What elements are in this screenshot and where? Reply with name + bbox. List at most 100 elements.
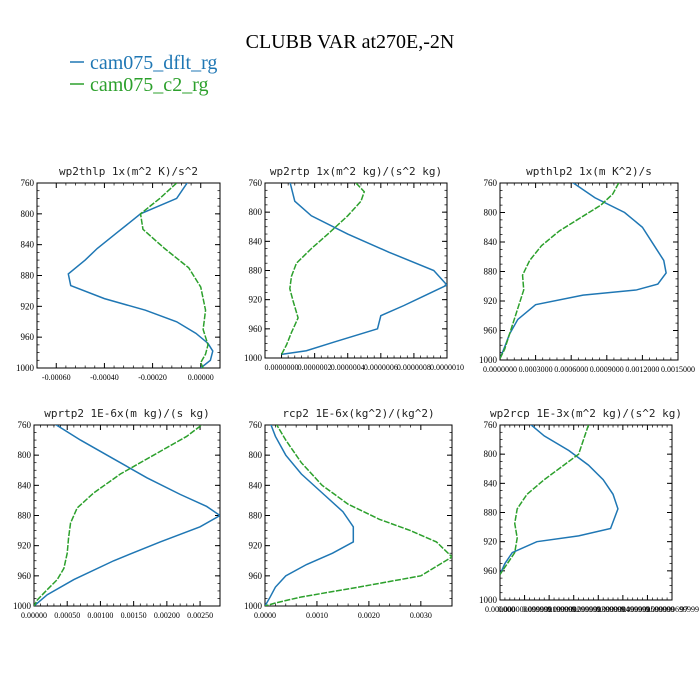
- y-tick-label: 800: [484, 208, 498, 218]
- panel-title: wpthlp2 1x(m K^2)/s: [526, 165, 652, 178]
- series-line-dflt: [265, 425, 355, 606]
- x-tick-label: 0.0000008: [397, 363, 431, 372]
- panel-title: wp2rcp 1E-3x(m^2 kg)/(s^2 kg): [490, 407, 682, 420]
- panel-3: wpthlp2 1x(m K^2)/s 760 800 840 880 920 960 100…: [479, 165, 695, 374]
- panel-frame: [264, 424, 453, 607]
- x-tick-label: 0.000000099999: [498, 605, 552, 614]
- x-tick-label-tail: 97: [680, 605, 688, 614]
- y-tick-label: 800: [249, 450, 263, 460]
- x-tick-label: 0.0009000: [590, 365, 624, 374]
- panel-frame: [33, 424, 221, 607]
- x-tick-label: 0.0003000: [519, 365, 553, 374]
- panel-6: wp2rcp 1E-3x(m^2 kg)/(s^2 kg)760 800 840 88…: [479, 407, 699, 614]
- x-tick-label: -0.00060: [42, 373, 71, 382]
- x-tick-label: 0.0012000: [625, 365, 659, 374]
- legend-entry-dflt: cam075_dflt_rg: [70, 52, 217, 74]
- x-tick-label: 0.0000004: [331, 363, 365, 372]
- y-tick-label: 960: [18, 571, 32, 581]
- x-tick-label: -0.00040: [90, 373, 119, 382]
- x-tick-label: 0.000000299999: [547, 605, 601, 614]
- y-tick-label: 960: [484, 326, 498, 336]
- y-tick-label: 1000: [479, 355, 498, 365]
- x-tick-label: 0.0015000: [661, 365, 695, 374]
- y-tick-label: 880: [484, 267, 498, 277]
- series-line-c2: [139, 183, 209, 368]
- x-tick-label: 0.000000399999: [571, 605, 625, 614]
- panel-4: wprtp2 1E-6x(m kg)/(s kg) 760 800 840 880 920…: [13, 407, 221, 620]
- y-tick-label: 800: [18, 450, 32, 460]
- x-tick-label: 0.0020: [358, 611, 380, 620]
- y-tick-label: 920: [18, 541, 32, 551]
- x-tick-label: 0.00250: [187, 611, 213, 620]
- y-tick-label: 760: [18, 420, 32, 430]
- legend-label-c2: cam075_c2_rg: [90, 74, 209, 96]
- y-tick-label: 1000: [13, 601, 32, 611]
- y-tick-label: 920: [21, 301, 35, 311]
- panels: wp2thlp 1x(m^2 K)/s^2 760 800 840 880 920 960 1…: [13, 165, 699, 620]
- x-tick-label: 0.000000199999: [522, 605, 576, 614]
- y-tick-label: 1000: [244, 601, 263, 611]
- panel-frame: [499, 182, 679, 361]
- y-tick-label: 760: [249, 178, 263, 188]
- y-tick-label: 920: [249, 541, 263, 551]
- x-tick-label: 0.0000: [254, 611, 276, 620]
- x-tick-label: 0.0000006: [364, 363, 398, 372]
- y-tick-label: 840: [249, 480, 263, 490]
- x-tick-label: 0.00100: [87, 611, 113, 620]
- panel-5: rcp2 1E-6x(kg^2)/(kg^2) 760 800 840 880 920 96…: [244, 407, 453, 620]
- y-tick-label: 840: [484, 478, 498, 488]
- y-tick-label: 1000: [244, 353, 263, 363]
- y-tick-label: 760: [484, 420, 498, 430]
- y-tick-label: 1000: [16, 363, 35, 373]
- y-tick-label: 840: [484, 237, 498, 247]
- x-tick-label: 0.0000000: [265, 363, 299, 372]
- x-tick-label: 0.0000000: [483, 365, 517, 374]
- series-line-dflt: [500, 425, 619, 575]
- y-tick-label: 920: [484, 537, 498, 547]
- series-line-dflt: [67, 183, 214, 368]
- panel-title: wprtp2 1E-6x(m kg)/(s kg): [44, 407, 210, 420]
- series-line-dflt: [281, 183, 447, 356]
- series-line-dflt: [500, 183, 667, 359]
- y-tick-label: 880: [249, 511, 263, 521]
- legend-label-dflt: cam075_dflt_rg: [90, 52, 217, 74]
- series-line-c2: [34, 425, 203, 606]
- y-tick-label: 840: [249, 236, 263, 246]
- series-line-dflt: [34, 425, 220, 606]
- y-tick-label: 880: [18, 511, 32, 521]
- y-tick-label: 800: [21, 209, 35, 219]
- panel-frame: [499, 424, 673, 601]
- legend: cam075_dflt_rg cam075_c2_rg: [70, 52, 217, 96]
- x-tick-label: 0.00000: [21, 611, 47, 620]
- series-line-c2: [500, 425, 590, 575]
- x-tick-label: 0.000000699999: [645, 605, 699, 614]
- y-tick-label: 960: [249, 324, 263, 334]
- y-tick-label: 760: [21, 178, 35, 188]
- x-tick-label: 0.0000002: [298, 363, 332, 372]
- x-tick-label: 0.00050: [54, 611, 80, 620]
- legend-entry-c2: cam075_c2_rg: [70, 74, 209, 96]
- y-tick-label: 760: [249, 420, 263, 430]
- x-tick-label: -0.00020: [138, 373, 167, 382]
- series-line-c2: [265, 425, 452, 606]
- x-tick-label: 0.0000010: [430, 363, 464, 372]
- y-tick-label: 800: [484, 449, 498, 459]
- panel-title: rcp2 1E-6x(kg^2)/(kg^2): [282, 407, 434, 420]
- x-tick-label: 0.000000499999: [596, 605, 650, 614]
- figure-title: CLUBB VAR at270E,-2N: [246, 31, 455, 53]
- y-tick-label: 1000: [479, 595, 498, 605]
- x-tick-label: 0.000000: [485, 605, 515, 614]
- panel-title: wp2thlp 1x(m^2 K)/s^2: [59, 165, 198, 178]
- y-tick-label: 920: [484, 296, 498, 306]
- y-tick-label: 880: [21, 271, 35, 281]
- y-tick-label: 960: [249, 571, 263, 581]
- y-tick-label: 760: [484, 178, 498, 188]
- series-line-c2: [280, 183, 366, 355]
- y-tick-label: 880: [249, 266, 263, 276]
- y-tick-label: 800: [249, 207, 263, 217]
- y-tick-label: 960: [21, 332, 35, 342]
- y-tick-label: 880: [484, 508, 498, 518]
- x-tick-label: 0.0030: [410, 611, 432, 620]
- panel-2: wp2rtp 1x(m^2 kg)/(s^2 kg) 760 800 840 880 92…: [244, 165, 464, 372]
